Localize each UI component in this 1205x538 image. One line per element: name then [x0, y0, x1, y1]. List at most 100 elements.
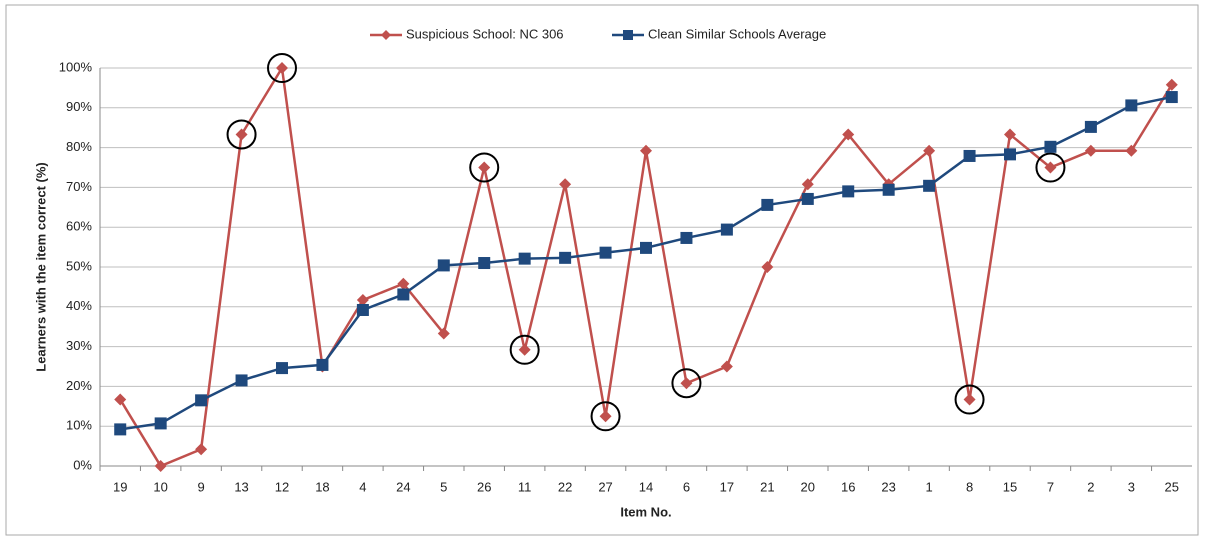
- x-tick-label: 6: [683, 479, 690, 494]
- x-tick-label: 18: [315, 479, 329, 494]
- point: [154, 460, 167, 472]
- x-axis-label: Item No.: [620, 504, 671, 519]
- point: [195, 443, 208, 456]
- point: [1125, 144, 1138, 157]
- x-tick-label: 20: [801, 479, 815, 494]
- point: [356, 303, 369, 316]
- point: [680, 231, 693, 244]
- point: [114, 393, 127, 406]
- highlight-circle: [267, 53, 297, 83]
- y-tick-label: 100%: [59, 59, 93, 74]
- x-tick-label: 15: [1003, 479, 1017, 494]
- x-tick-label: 16: [841, 479, 855, 494]
- y-tick-label: 20%: [66, 378, 92, 393]
- x-tick-label: 11: [518, 479, 532, 494]
- point: [720, 223, 733, 236]
- legend-marker: [381, 30, 391, 40]
- point: [235, 374, 248, 387]
- point: [397, 277, 410, 290]
- x-tick-label: 25: [1165, 479, 1179, 494]
- x-tick-label: 21: [760, 479, 774, 494]
- point: [1125, 99, 1138, 112]
- highlight-circle: [671, 368, 702, 399]
- point: [1004, 148, 1016, 161]
- point: [680, 377, 693, 390]
- point: [963, 149, 976, 162]
- point: [559, 251, 572, 264]
- point: [1044, 140, 1057, 153]
- point: [276, 62, 288, 74]
- x-tick-label: 24: [396, 479, 410, 494]
- point: [923, 144, 936, 157]
- point: [842, 185, 855, 198]
- x-tick-label: 5: [440, 479, 447, 494]
- y-tick-label: 50%: [66, 258, 92, 273]
- point: [640, 144, 652, 157]
- x-tick-label: 22: [558, 479, 572, 494]
- highlight-circle: [226, 119, 257, 150]
- y-tick-label: 70%: [66, 179, 92, 194]
- x-tick-label: 13: [234, 479, 248, 494]
- x-tick-label: 4: [359, 479, 366, 494]
- point: [518, 343, 531, 356]
- chart-border: [5, 4, 1199, 536]
- highlight-circle: [1035, 152, 1066, 183]
- x-tick-label: 8: [966, 479, 973, 494]
- point: [720, 360, 733, 373]
- point: [963, 393, 976, 406]
- point: [1004, 128, 1016, 141]
- x-tick-label: 12: [275, 479, 289, 494]
- x-tick-label: 2: [1087, 479, 1094, 494]
- legend-label: Suspicious School: NC 306: [406, 26, 564, 41]
- point: [1165, 78, 1178, 91]
- point: [923, 179, 936, 192]
- y-tick-label: 80%: [66, 139, 92, 154]
- point: [154, 417, 167, 430]
- x-tick-label: 10: [153, 479, 167, 494]
- point: [397, 288, 410, 301]
- x-tick-label: 26: [477, 479, 491, 494]
- legend-label: Clean Similar Schools Average: [648, 26, 826, 41]
- point: [599, 246, 612, 259]
- point: [801, 192, 814, 205]
- point: [235, 128, 248, 141]
- point: [1044, 161, 1057, 174]
- x-tick-label: 27: [598, 479, 612, 494]
- point: [559, 178, 572, 191]
- point: [842, 128, 855, 141]
- point: [1084, 144, 1097, 157]
- point: [316, 358, 329, 371]
- y-axis-label: Learners with the item correct (%): [33, 162, 48, 372]
- x-tick-label: 9: [197, 479, 204, 494]
- point: [114, 423, 127, 436]
- highlight-circle: [469, 152, 500, 183]
- legend-marker: [623, 30, 633, 40]
- point: [437, 327, 450, 340]
- point: [801, 178, 814, 191]
- x-tick-label: 17: [720, 479, 734, 494]
- point: [761, 261, 774, 273]
- point: [761, 198, 774, 211]
- y-tick-label: 10%: [66, 418, 92, 433]
- y-tick-label: 60%: [66, 219, 92, 234]
- point: [276, 362, 288, 375]
- highlight-circle: [954, 384, 985, 415]
- point: [478, 161, 491, 174]
- x-tick-label: 7: [1047, 479, 1054, 494]
- point: [882, 183, 895, 196]
- x-tick-label: 1: [925, 479, 932, 494]
- highlight-circle: [509, 334, 540, 365]
- x-tick-label: 23: [881, 479, 895, 494]
- point: [599, 410, 612, 423]
- point: [640, 241, 652, 254]
- y-tick-label: 40%: [66, 298, 92, 313]
- point: [1084, 120, 1097, 133]
- point: [518, 252, 531, 265]
- x-tick-label: 19: [113, 479, 127, 494]
- x-tick-label: 14: [639, 479, 653, 494]
- y-tick-label: 30%: [66, 338, 92, 353]
- y-tick-label: 0%: [73, 457, 92, 472]
- x-tick-label: 3: [1128, 479, 1135, 494]
- point: [437, 259, 450, 272]
